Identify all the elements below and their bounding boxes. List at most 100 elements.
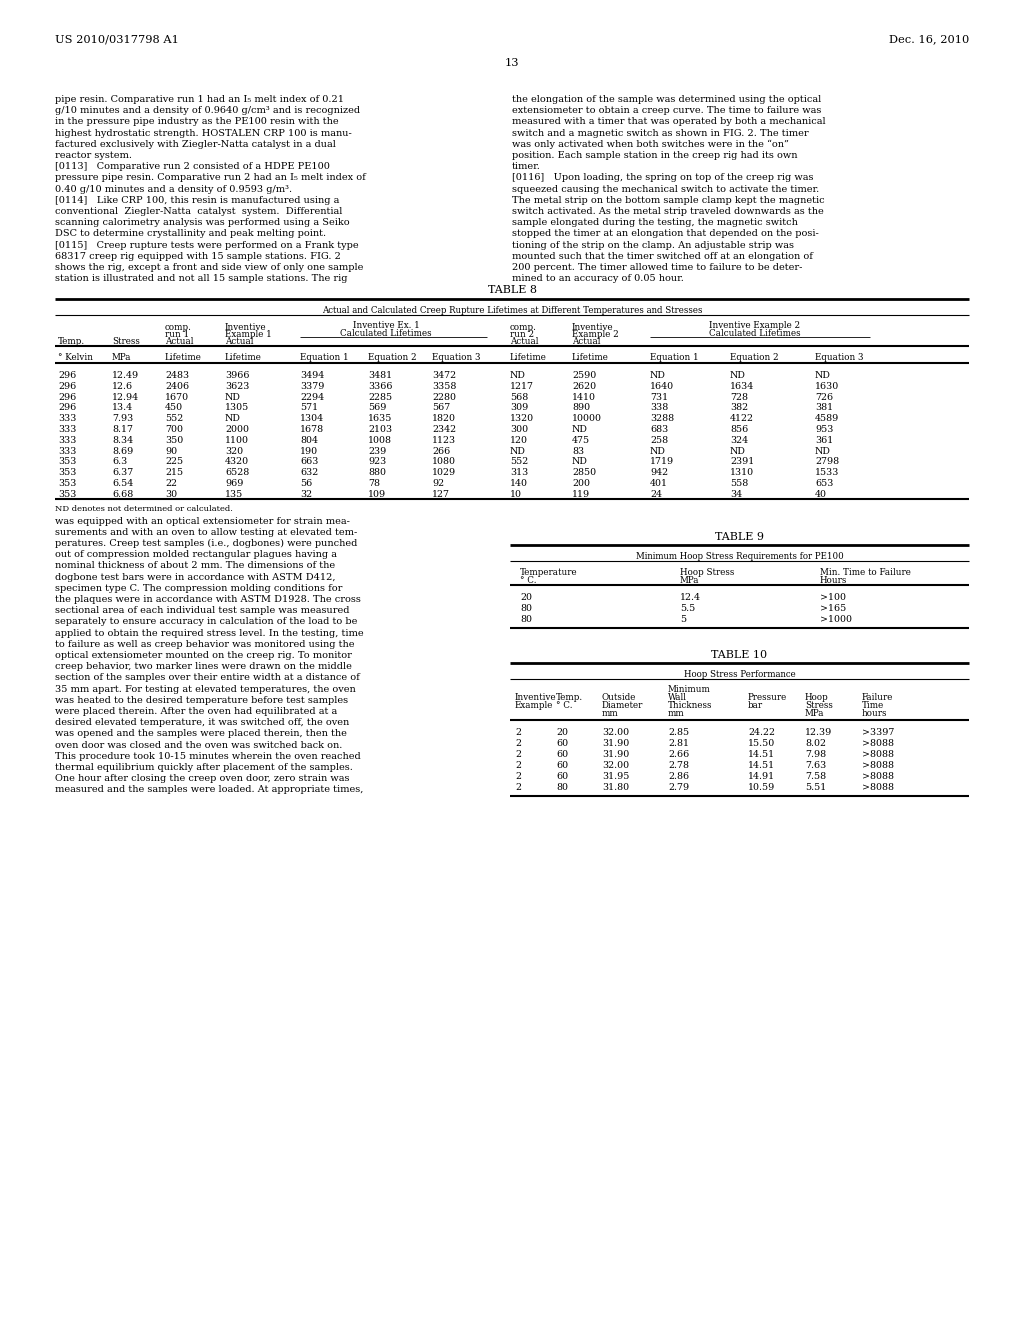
Text: 2000: 2000	[225, 425, 249, 434]
Text: 569: 569	[368, 404, 386, 412]
Text: Example 1: Example 1	[225, 330, 271, 339]
Text: 2.81: 2.81	[668, 739, 689, 747]
Text: 2798: 2798	[815, 458, 839, 466]
Text: ND: ND	[225, 414, 241, 424]
Text: squeezed causing the mechanical switch to activate the timer.: squeezed causing the mechanical switch t…	[512, 185, 819, 194]
Text: 5.51: 5.51	[805, 783, 826, 792]
Text: 14.91: 14.91	[748, 772, 775, 780]
Text: Calculated Lifetimes: Calculated Lifetimes	[710, 329, 801, 338]
Text: 68317 creep rig equipped with 15 sample stations. FIG. 2: 68317 creep rig equipped with 15 sample …	[55, 252, 341, 261]
Text: 361: 361	[815, 436, 834, 445]
Text: specimen type C. The compression molding conditions for: specimen type C. The compression molding…	[55, 583, 342, 593]
Text: 663: 663	[300, 458, 318, 466]
Text: 571: 571	[300, 404, 318, 412]
Text: Inventive: Inventive	[515, 693, 557, 702]
Text: >8088: >8088	[862, 739, 894, 747]
Text: Hours: Hours	[820, 576, 848, 585]
Text: run 2: run 2	[510, 330, 535, 339]
Text: ND: ND	[510, 371, 526, 380]
Text: in the pressure pipe industry as the PE100 resin with the: in the pressure pipe industry as the PE1…	[55, 117, 339, 127]
Text: 135: 135	[225, 490, 244, 499]
Text: 6.3: 6.3	[112, 458, 127, 466]
Text: 80: 80	[520, 603, 532, 612]
Text: 1123: 1123	[432, 436, 456, 445]
Text: 8.69: 8.69	[112, 446, 133, 455]
Text: 6.37: 6.37	[112, 469, 133, 478]
Text: 296: 296	[58, 392, 76, 401]
Text: 31.90: 31.90	[602, 750, 630, 759]
Text: 1029: 1029	[432, 469, 456, 478]
Text: 6528: 6528	[225, 469, 249, 478]
Text: ND: ND	[815, 446, 830, 455]
Text: Inventive: Inventive	[572, 323, 613, 333]
Text: 2.85: 2.85	[668, 727, 689, 737]
Text: Hoop Stress Performance: Hoop Stress Performance	[684, 669, 796, 678]
Text: were placed therein. After the oven had equilibrated at a: were placed therein. After the oven had …	[55, 708, 337, 715]
Text: 12.49: 12.49	[112, 371, 139, 380]
Text: 31.80: 31.80	[602, 783, 629, 792]
Text: 2294: 2294	[300, 392, 325, 401]
Text: 31.90: 31.90	[602, 739, 630, 747]
Text: 683: 683	[650, 425, 669, 434]
Text: 450: 450	[165, 404, 183, 412]
Text: separately to ensure accuracy in calculation of the load to be: separately to ensure accuracy in calcula…	[55, 618, 357, 627]
Text: Diameter: Diameter	[602, 701, 643, 710]
Text: 4122: 4122	[730, 414, 754, 424]
Text: 320: 320	[225, 446, 243, 455]
Text: switch and a magnetic switch as shown in FIG. 2. The timer: switch and a magnetic switch as shown in…	[512, 128, 809, 137]
Text: 3288: 3288	[650, 414, 674, 424]
Text: Inventive Example 2: Inventive Example 2	[710, 321, 801, 330]
Text: 1008: 1008	[368, 436, 392, 445]
Text: ND: ND	[815, 371, 830, 380]
Text: 2103: 2103	[368, 425, 392, 434]
Text: Minimum: Minimum	[668, 685, 711, 693]
Text: applied to obtain the required stress level. In the testing, time: applied to obtain the required stress le…	[55, 628, 364, 638]
Text: optical extensiometer mounted on the creep rig. To monitor: optical extensiometer mounted on the cre…	[55, 651, 352, 660]
Text: 127: 127	[432, 490, 450, 499]
Text: 726: 726	[815, 392, 834, 401]
Text: 7.98: 7.98	[805, 750, 826, 759]
Text: 2280: 2280	[432, 392, 456, 401]
Text: 856: 856	[730, 425, 749, 434]
Text: timer.: timer.	[512, 162, 541, 172]
Text: Equation 1: Equation 1	[650, 352, 698, 362]
Text: 731: 731	[650, 392, 668, 401]
Text: 333: 333	[58, 414, 77, 424]
Text: 24: 24	[650, 490, 662, 499]
Text: was heated to the desired temperature before test samples: was heated to the desired temperature be…	[55, 696, 348, 705]
Text: factured exclusively with Ziegler-Natta catalyst in a dual: factured exclusively with Ziegler-Natta …	[55, 140, 336, 149]
Text: 1635: 1635	[368, 414, 392, 424]
Text: Stress: Stress	[805, 701, 833, 710]
Text: ND: ND	[510, 446, 526, 455]
Text: ND denotes not determined or calculated.: ND denotes not determined or calculated.	[55, 504, 232, 512]
Text: [0115]   Creep rupture tests were performed on a Frank type: [0115] Creep rupture tests were performe…	[55, 240, 358, 249]
Text: 32.00: 32.00	[602, 727, 629, 737]
Text: Pressure: Pressure	[748, 693, 787, 702]
Text: 5: 5	[680, 615, 686, 623]
Text: 4589: 4589	[815, 414, 840, 424]
Text: 32: 32	[300, 490, 312, 499]
Text: Thickness: Thickness	[668, 701, 713, 710]
Text: Hoop: Hoop	[805, 693, 828, 702]
Text: 6.54: 6.54	[112, 479, 133, 488]
Text: US 2010/0317798 A1: US 2010/0317798 A1	[55, 34, 179, 44]
Text: Stress: Stress	[112, 337, 140, 346]
Text: 969: 969	[225, 479, 244, 488]
Text: DSC to determine crystallinity and peak melting point.: DSC to determine crystallinity and peak …	[55, 230, 326, 239]
Text: 12.6: 12.6	[112, 381, 133, 391]
Text: Outside: Outside	[602, 693, 636, 702]
Text: section of the samples over their entire width at a distance of: section of the samples over their entire…	[55, 673, 359, 682]
Text: >8088: >8088	[862, 760, 894, 770]
Text: 552: 552	[165, 414, 183, 424]
Text: Time: Time	[862, 701, 885, 710]
Text: pipe resin. Comparative run 1 had an I₅ melt index of 0.21: pipe resin. Comparative run 1 had an I₅ …	[55, 95, 344, 104]
Text: [0116]   Upon loading, the spring on top of the creep rig was: [0116] Upon loading, the spring on top o…	[512, 173, 813, 182]
Text: 24.22: 24.22	[748, 727, 775, 737]
Text: 40: 40	[815, 490, 827, 499]
Text: Example: Example	[515, 701, 553, 710]
Text: MPa: MPa	[112, 352, 131, 362]
Text: 1080: 1080	[432, 458, 456, 466]
Text: Failure: Failure	[862, 693, 893, 702]
Text: was only activated when both switches were in the “on”: was only activated when both switches we…	[512, 140, 788, 149]
Text: 3966: 3966	[225, 371, 250, 380]
